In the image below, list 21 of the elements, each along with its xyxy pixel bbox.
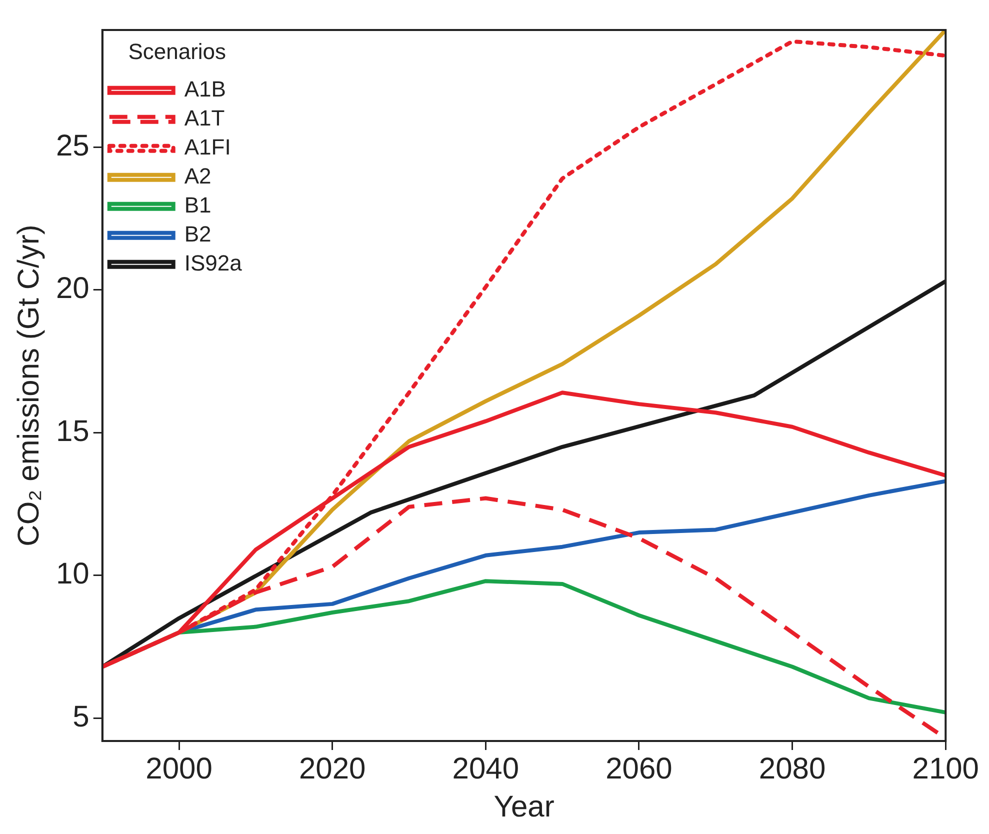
x-tick-label: 2000 bbox=[146, 752, 212, 786]
y-tick-label: 25 bbox=[56, 129, 90, 162]
x-axis-title: Year bbox=[494, 790, 554, 824]
x-tick-label: 2080 bbox=[758, 752, 826, 786]
legend-label: IS92a bbox=[184, 250, 243, 276]
y-axis-title: CO₂ emissions (Gt C/yr) bbox=[12, 224, 46, 546]
legend-label: A1T bbox=[184, 105, 225, 130]
legend-label: A1FI bbox=[184, 134, 231, 160]
x-tick-label: 2060 bbox=[606, 752, 672, 786]
x-tick-label: 2040 bbox=[452, 752, 520, 786]
y-tick-label: 5 bbox=[72, 700, 90, 734]
x-tick-label: 2020 bbox=[298, 752, 366, 786]
y-tick-label: 15 bbox=[56, 414, 90, 448]
legend-label: A1B bbox=[184, 76, 226, 102]
y-tick-label: 10 bbox=[56, 558, 90, 591]
legend-label: B2 bbox=[184, 221, 212, 246]
legend-label: B1 bbox=[184, 192, 212, 218]
y-tick-label: 20 bbox=[56, 272, 90, 306]
legend-title: Scenarios bbox=[128, 39, 226, 64]
x-tick-label: 2100 bbox=[912, 752, 980, 786]
legend-label: A2 bbox=[184, 163, 212, 188]
